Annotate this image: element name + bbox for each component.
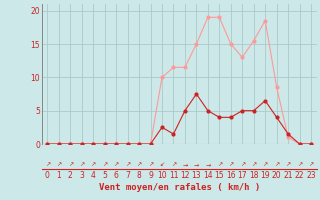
Text: 11: 11 <box>169 170 178 180</box>
Text: 19: 19 <box>260 170 270 180</box>
Text: 15: 15 <box>214 170 224 180</box>
Text: 10: 10 <box>157 170 167 180</box>
Text: 17: 17 <box>237 170 247 180</box>
Text: ↗: ↗ <box>114 162 119 168</box>
Text: ↗: ↗ <box>308 162 314 168</box>
Text: ↗: ↗ <box>251 162 256 168</box>
Text: ↗: ↗ <box>263 162 268 168</box>
Text: 14: 14 <box>203 170 213 180</box>
Text: ↗: ↗ <box>102 162 107 168</box>
Text: ↗: ↗ <box>68 162 73 168</box>
Text: 8: 8 <box>137 170 141 180</box>
Text: 21: 21 <box>284 170 293 180</box>
Text: →: → <box>182 162 188 168</box>
Text: 22: 22 <box>295 170 304 180</box>
Text: 12: 12 <box>180 170 190 180</box>
Text: →: → <box>194 162 199 168</box>
Text: ↗: ↗ <box>240 162 245 168</box>
Text: ↙: ↙ <box>159 162 164 168</box>
Text: ↗: ↗ <box>148 162 153 168</box>
Text: ↗: ↗ <box>91 162 96 168</box>
Text: 9: 9 <box>148 170 153 180</box>
Text: 2: 2 <box>68 170 73 180</box>
Text: 16: 16 <box>226 170 236 180</box>
Text: 4: 4 <box>91 170 96 180</box>
Text: ↗: ↗ <box>217 162 222 168</box>
Text: ↗: ↗ <box>228 162 233 168</box>
Text: ↗: ↗ <box>125 162 130 168</box>
Text: ↗: ↗ <box>136 162 142 168</box>
Text: 20: 20 <box>272 170 282 180</box>
Text: 6: 6 <box>114 170 119 180</box>
Text: ↗: ↗ <box>297 162 302 168</box>
Text: ↗: ↗ <box>274 162 279 168</box>
Text: ↗: ↗ <box>285 162 291 168</box>
Text: ↗: ↗ <box>171 162 176 168</box>
Text: 23: 23 <box>306 170 316 180</box>
Text: 13: 13 <box>192 170 201 180</box>
Text: 5: 5 <box>102 170 107 180</box>
Text: ↗: ↗ <box>45 162 50 168</box>
Text: 7: 7 <box>125 170 130 180</box>
Text: ↗: ↗ <box>79 162 84 168</box>
Text: 1: 1 <box>56 170 61 180</box>
Text: ↗: ↗ <box>56 162 61 168</box>
Text: 3: 3 <box>79 170 84 180</box>
Text: 0: 0 <box>45 170 50 180</box>
Text: →: → <box>205 162 211 168</box>
Text: 18: 18 <box>249 170 259 180</box>
Text: Vent moyen/en rafales ( km/h ): Vent moyen/en rafales ( km/h ) <box>99 183 260 192</box>
